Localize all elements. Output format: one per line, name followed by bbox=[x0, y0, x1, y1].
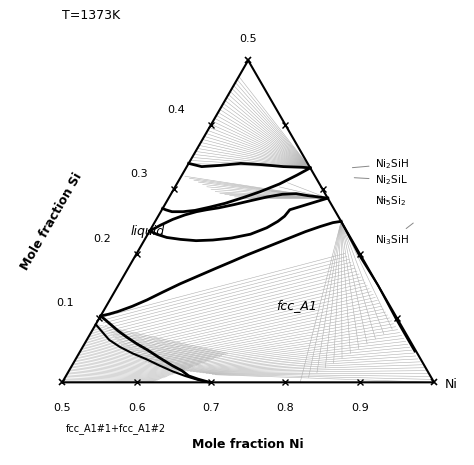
Text: Mole fraction Ni: Mole fraction Ni bbox=[192, 438, 304, 451]
Text: liquid: liquid bbox=[131, 225, 165, 238]
Text: Ni$_3$SiH: Ni$_3$SiH bbox=[374, 223, 413, 247]
Text: Ni$_2$SiL: Ni$_2$SiL bbox=[354, 173, 407, 186]
Text: 0.1: 0.1 bbox=[56, 298, 73, 308]
Text: Mole fraction Si: Mole fraction Si bbox=[18, 170, 84, 272]
Text: 0.6: 0.6 bbox=[128, 403, 146, 413]
Text: 0.3: 0.3 bbox=[130, 169, 148, 179]
Text: Ni: Ni bbox=[445, 378, 458, 391]
Text: 0.8: 0.8 bbox=[276, 403, 294, 413]
Text: 0.2: 0.2 bbox=[93, 234, 111, 244]
Text: 0.9: 0.9 bbox=[351, 403, 369, 413]
Text: Ni$_2$SiH: Ni$_2$SiH bbox=[352, 157, 409, 171]
Text: 0.5: 0.5 bbox=[54, 403, 71, 413]
Text: 0.4: 0.4 bbox=[167, 105, 185, 115]
Text: fcc_A1: fcc_A1 bbox=[276, 299, 317, 312]
Text: 0.5: 0.5 bbox=[239, 34, 257, 44]
Text: fcc_A1#1+fcc_A1#2: fcc_A1#1+fcc_A1#2 bbox=[66, 423, 166, 434]
Text: Ni$_5$Si$_2$: Ni$_5$Si$_2$ bbox=[374, 194, 406, 208]
Text: 0.7: 0.7 bbox=[202, 403, 220, 413]
Text: T=1373K: T=1373K bbox=[62, 9, 120, 22]
